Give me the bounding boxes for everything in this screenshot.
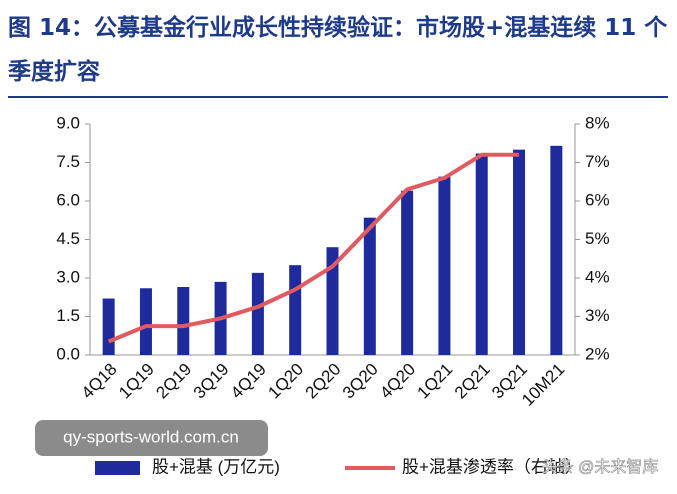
legend-label: 股+混基渗透率（右轴） (402, 457, 582, 476)
x-tick-label: 10M21 (518, 360, 568, 410)
y2-tick-label: 4% (585, 267, 610, 286)
bar (326, 247, 339, 355)
line (107, 152, 520, 344)
y2-tick-label: 2% (585, 344, 610, 363)
title-rule (8, 96, 668, 98)
bar (550, 145, 563, 355)
x-tick-label: 4Q20 (376, 360, 419, 403)
x-tick-label: 3Q19 (190, 360, 233, 403)
y2-tick-label: 7% (585, 152, 610, 171)
y2-tick-label: 6% (585, 190, 610, 209)
bar (139, 288, 152, 355)
y-tick-label: 7.5 (56, 152, 80, 171)
y-tick-label: 0.0 (56, 344, 80, 363)
x-tick-label: 2Q20 (302, 360, 345, 403)
watermark: 头条 @未来智库 (542, 458, 659, 476)
bar (177, 286, 190, 355)
y2-tick-label: 3% (585, 306, 610, 325)
legend-swatch (95, 461, 140, 475)
x-tick-label: 4Q18 (78, 360, 121, 403)
x-tick-label: 3Q20 (339, 360, 382, 403)
bar (363, 217, 376, 355)
bar (251, 272, 264, 355)
bar (513, 149, 526, 355)
x-tick-label: 1Q19 (115, 360, 158, 403)
bar (438, 176, 451, 355)
bar (289, 265, 302, 355)
x-tick-label: 2Q21 (451, 360, 494, 403)
watermark: qy-sports-world.com.cn (63, 427, 239, 446)
watermark-box (35, 420, 268, 456)
chart-title: 图 14：公募基金行业成长性持续验证：市场股+混基连续 11 个季度扩容 (8, 15, 668, 85)
legend-label: 股+混基 (万亿元) (152, 457, 280, 476)
x-tick-label: 2Q19 (152, 360, 195, 403)
y-tick-label: 9.0 (56, 113, 80, 132)
y2-tick-label: 8% (585, 113, 610, 132)
bar (475, 153, 488, 355)
y-tick-label: 3.0 (56, 267, 80, 286)
y2-tick-label: 5% (585, 229, 610, 248)
y-tick-label: 6.0 (56, 190, 80, 209)
y-tick-label: 4.5 (56, 229, 80, 248)
bar (401, 190, 414, 355)
y-tick-label: 1.5 (56, 306, 80, 325)
x-tick-label: 1Q20 (264, 360, 307, 403)
bar (102, 298, 115, 355)
x-tick-label: 1Q21 (414, 360, 457, 403)
x-tick-label: 4Q19 (227, 360, 270, 403)
